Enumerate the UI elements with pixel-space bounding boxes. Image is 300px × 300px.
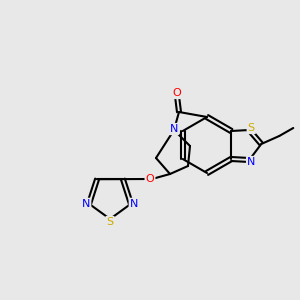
Text: N: N bbox=[82, 199, 90, 209]
Text: S: S bbox=[248, 123, 255, 133]
Text: N: N bbox=[247, 157, 255, 167]
Text: O: O bbox=[172, 88, 182, 98]
Text: S: S bbox=[106, 217, 114, 227]
Text: N: N bbox=[130, 199, 138, 209]
Text: O: O bbox=[146, 174, 154, 184]
Text: N: N bbox=[170, 124, 178, 134]
